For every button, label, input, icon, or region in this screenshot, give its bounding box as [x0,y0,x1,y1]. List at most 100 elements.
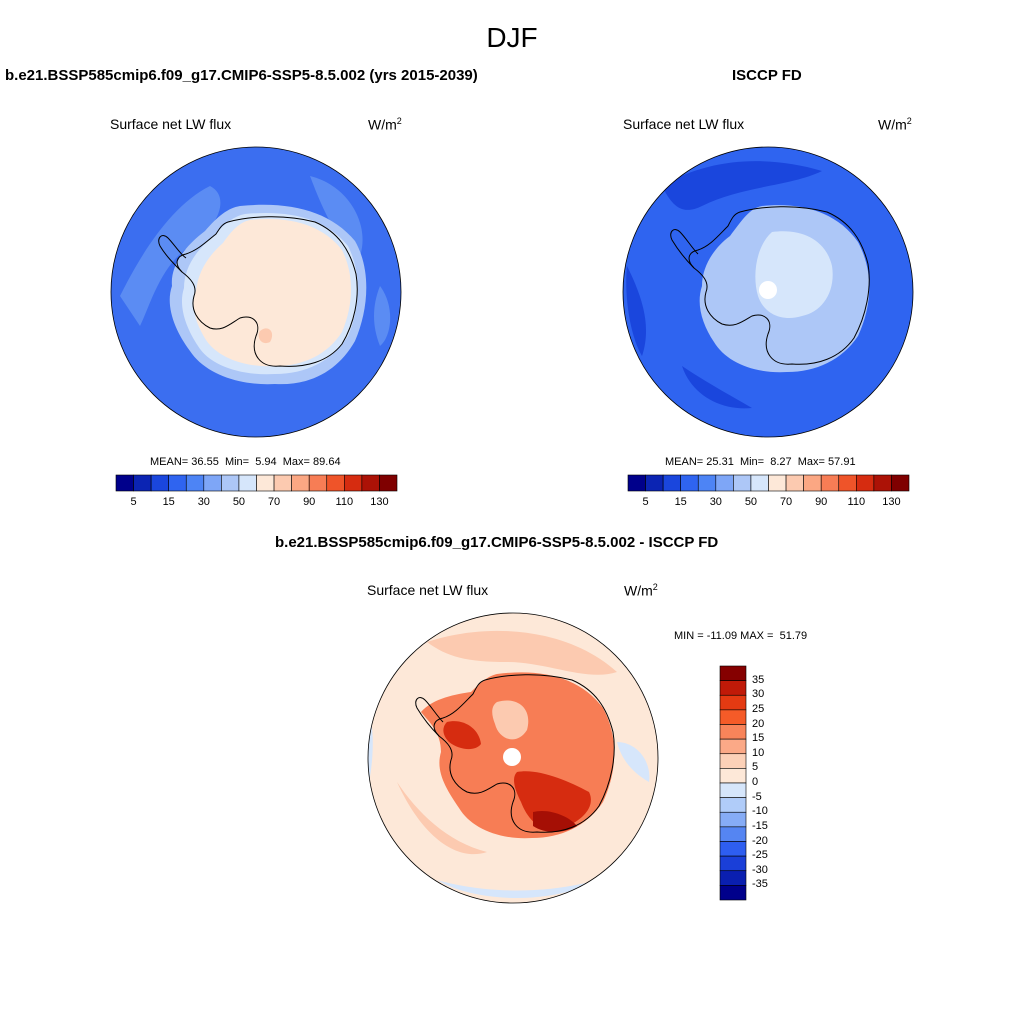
colorbar-tick-label: -30 [752,863,768,876]
colorbar-tick-label: 15 [674,496,687,508]
colorbar-swatch [838,474,857,492]
colorbar-swatch [719,724,747,740]
colorbar-swatch [750,474,769,492]
colorbar-swatch [719,855,747,872]
colorbar-obs [627,474,910,492]
colorbar-tick-label: 130 [882,496,901,508]
colorbar-swatch [203,474,222,492]
colorbar-tick-label: 90 [815,496,828,508]
stats-diff: MIN = -11.09 MAX = 51.79 [674,630,808,642]
colorbar-tick-label: 70 [779,496,793,508]
units-label-model: W/m2 [368,116,402,133]
colorbar-tick-label: -35 [752,878,768,891]
colorbar-tick-label: 35 [752,673,765,686]
colorbar-swatch [785,474,804,492]
colorbar-swatch [273,474,292,492]
colorbar-tick-label: 130 [370,496,389,508]
diff-ocean-cool [617,742,650,782]
colorbar-swatch [803,474,822,492]
colorbar-swatch [719,870,747,886]
diff-ocean-warm [397,782,487,855]
colorbar-swatch [291,474,310,492]
colorbar-tick-label: -25 [752,849,768,862]
colorbar-diff [719,665,747,901]
diff-coastline [433,674,615,833]
colorbar-swatch [326,474,345,492]
units-label-obs: W/m2 [878,116,912,133]
colorbar-swatch [719,665,747,681]
colorbar-tick-label: 0 [752,776,759,788]
variable-label-model: Surface net LW flux [110,116,232,132]
colorbar-swatch [719,797,747,813]
colorbar-swatch [820,474,840,492]
colorbar-tick-label: 30 [197,496,210,508]
colorbar-swatch [891,474,910,492]
colorbar-swatch [344,474,363,492]
obs-peninsula [670,229,699,269]
colorbar-swatch [733,474,752,492]
colorbar-swatch [221,474,240,492]
colorbar-swatch [168,474,187,492]
stats-obs: MEAN= 25.31 Min= 8.27 Max= 57.91 [665,456,856,468]
colorbar-swatch [379,474,398,492]
colorbar-swatch [719,753,747,769]
obs-ocean-dark [662,161,822,210]
obs-land-light [755,231,833,318]
colorbar-swatch [715,474,734,492]
colorbar-swatch [308,474,328,492]
colorbar-swatch [256,474,275,492]
variable-label-diff: Surface net LW flux [367,582,489,598]
diff-land-hot [443,721,481,750]
colorbar-swatch [185,474,205,492]
colorbar-swatch [662,474,681,492]
model-ocean-patch [374,286,391,346]
colorbar-swatch [719,841,747,857]
colorbar-swatch [719,826,747,842]
colorbar-swatch [719,885,747,901]
colorbar-tick-label: 30 [709,496,722,508]
colorbar-swatch [768,474,787,492]
colorbar-model [115,474,398,492]
colorbar-tick-label: 5 [752,761,759,774]
colorbar-swatch [856,474,875,492]
panel-title-obs: ISCCP FD [732,67,802,84]
colorbar-swatch [719,680,747,696]
colorbar-swatch [719,782,747,798]
colorbar-tick-label: 10 [752,746,765,759]
colorbar-tick-label: 5 [130,496,137,508]
pole-hole [503,748,521,766]
colorbar-swatch [719,709,747,725]
colorbar-tick-label: -15 [752,819,768,832]
diff-peninsula [415,697,444,737]
colorbar-swatch [115,474,134,492]
colorbar-swatch [361,474,380,492]
colorbar-swatch [627,474,646,492]
model-land-warm [258,328,273,344]
diff-ocean-warm [427,630,617,675]
colorbar-swatch [719,694,747,711]
colorbar-tick-label: -5 [752,790,762,803]
colorbar-swatch [719,738,747,755]
diff-ocean-cool [437,880,597,898]
colorbar-swatch [873,474,892,492]
colorbar-swatch [238,474,257,492]
colorbar-swatch [719,768,747,784]
colorbar-tick-label: 50 [744,496,758,508]
polar-map-obs [622,146,914,438]
colorbar-tick-label: -10 [752,805,768,818]
colorbar-tick-label: 110 [847,496,866,508]
colorbar-swatch [697,474,717,492]
colorbar-swatch [719,811,747,828]
colorbar-tick-label: 25 [752,702,765,715]
colorbar-swatch [645,474,664,492]
units-label-diff: W/m2 [624,582,658,599]
model-peninsula [158,235,187,273]
colorbar-tick-label: 15 [752,732,765,745]
model-land [193,219,352,367]
variable-label-obs: Surface net LW flux [623,116,745,132]
colorbar-tick-label: 110 [335,496,354,508]
panel-title-model: b.e21.BSSP585cmip6.f09_g17.CMIP6-SSP5-8.… [5,67,478,84]
pole-hole [759,281,777,299]
colorbar-tick-label: 30 [752,688,765,701]
colorbar-tick-label: 20 [752,717,765,730]
